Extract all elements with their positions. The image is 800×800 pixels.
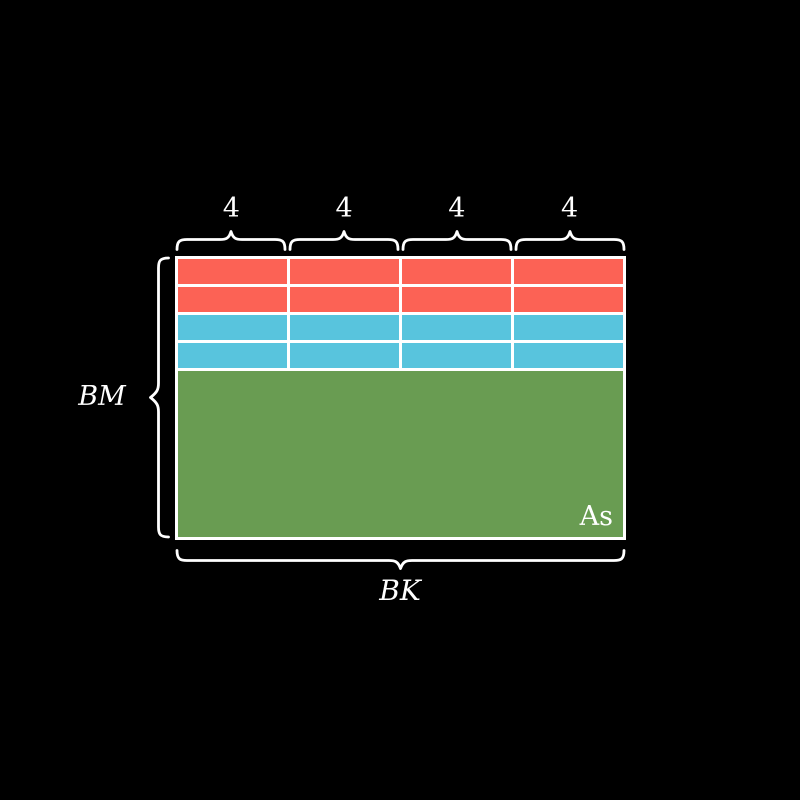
- bottom-brace-wrap: [175, 549, 626, 570]
- top-brace-label-3: 4: [448, 193, 466, 224]
- grid-cell-red: [514, 287, 623, 312]
- top-brace-icon: [175, 230, 287, 251]
- top-brace-label-2: 4: [335, 193, 353, 224]
- grid-cell-blue: [290, 315, 399, 340]
- grid-cell-blue: [402, 315, 511, 340]
- grid-cell-red: [514, 259, 623, 284]
- grid-cell-blue: [178, 343, 287, 368]
- grid-cell-blue: [402, 343, 511, 368]
- grid-cell-red: [290, 287, 399, 312]
- grid-cell-blue: [514, 343, 623, 368]
- top-braces-row: [175, 230, 626, 251]
- top-brace-icon: [514, 230, 626, 251]
- grid-cell-blue: [514, 315, 623, 340]
- matrix-grid: As: [175, 256, 626, 540]
- grid-cell-red: [402, 287, 511, 312]
- grid-cell-red: [402, 259, 511, 284]
- left-brace-wrap: [149, 256, 170, 539]
- left-brace-icon: [149, 256, 170, 539]
- shared-block-green: As: [178, 371, 623, 537]
- grid-cell-red: [178, 259, 287, 284]
- top-brace-label-4: 4: [561, 193, 579, 224]
- grid-cell-blue: [178, 315, 287, 340]
- grid-cell-blue: [290, 343, 399, 368]
- top-brace-icon: [288, 230, 400, 251]
- top-brace-icon: [401, 230, 513, 251]
- matrix-name-label: As: [579, 501, 613, 532]
- top-brace-label-1: 4: [222, 193, 240, 224]
- bk-dimension-label: BK: [379, 574, 421, 607]
- bottom-brace-icon: [175, 549, 626, 570]
- grid-cell-red: [290, 259, 399, 284]
- bm-dimension-label: BM: [78, 381, 126, 412]
- grid-cell-red: [178, 287, 287, 312]
- top-brace-labels: 4 4 4 4: [175, 193, 626, 225]
